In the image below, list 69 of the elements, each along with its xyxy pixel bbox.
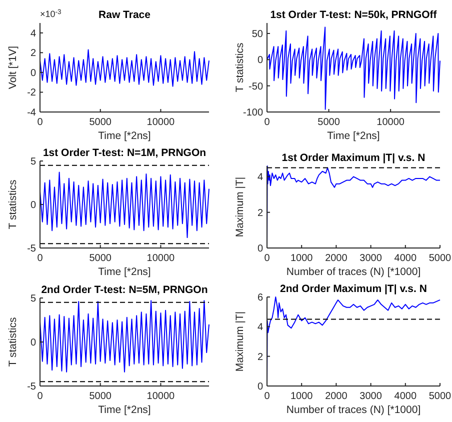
- x-tick-label: 4000: [394, 391, 417, 402]
- x-tick-label: 5000: [318, 117, 340, 128]
- x-axis-title: Number of traces (N) [*1000]: [286, 404, 421, 416]
- y-axis-title: Volt [*1V]: [7, 46, 19, 90]
- x-tick-label: 4000: [394, 253, 417, 264]
- x-tick-label: 10000: [146, 253, 176, 264]
- x-axis-title: Time [*2ns]: [98, 130, 151, 142]
- y-axis-title: T statistics: [7, 180, 19, 230]
- y-tick-label: 50: [252, 28, 264, 40]
- chart-title: Raw Trace: [98, 9, 151, 21]
- x-tick-label: 0: [264, 253, 270, 264]
- x-tick-label: 0: [264, 391, 270, 402]
- x-tick-label: 3000: [360, 253, 382, 264]
- x-axis-title: Number of traces (N) [*1000]: [286, 266, 421, 278]
- y-tick-label: 0: [30, 338, 36, 348]
- y-tick-label: 0: [30, 200, 36, 211]
- chart-title: 2nd Order Maximum |T| v.s. N: [280, 283, 427, 295]
- y-tick-label: -5: [27, 382, 36, 392]
- y-tick-label: -50: [248, 81, 264, 92]
- x-tick-label: 10000: [376, 117, 405, 128]
- x-tick-label: 2000: [325, 253, 348, 264]
- y-tick-label: 0: [257, 55, 264, 66]
- chart-title: 2nd Order T-test: N=5M, PRNGOn: [41, 284, 208, 296]
- y-tick-label: 0: [30, 68, 36, 79]
- x-tick-label: 0: [264, 117, 270, 128]
- x-tick-label: 5000: [89, 391, 112, 402]
- y-tick-label: 5: [30, 156, 36, 168]
- y-tick-label: 0: [257, 382, 264, 392]
- y-tick-label: 4: [257, 172, 264, 184]
- x-tick-label: 1000: [290, 391, 314, 402]
- x-axis-title: Time [*2ns]: [327, 130, 380, 142]
- y-tick-label: 4: [30, 28, 36, 40]
- y-tick-label: 4: [257, 322, 264, 334]
- x-axis-title: Time [*2ns]: [98, 266, 151, 278]
- text: ×10$^{-3}$: [40, 8, 62, 19]
- line-series: [40, 172, 210, 238]
- line-series: [40, 49, 210, 87]
- y-tick-label: -100: [242, 108, 264, 118]
- y-axis-title: T statistics: [234, 42, 246, 92]
- x-axis-title: Time [*2ns]: [98, 404, 151, 416]
- x-tick-label: 0: [37, 117, 44, 128]
- x-tick-label: 10000: [146, 117, 176, 128]
- x-tick-label: 0: [37, 391, 44, 402]
- chart-title: 1st Order Maximum |T| v.s. N: [282, 152, 426, 164]
- y-tick-label: 2: [30, 48, 36, 60]
- y-axis-title: Maximum |T|: [234, 176, 246, 238]
- y-tick-label: 2: [257, 352, 264, 363]
- x-tick-label: 0: [37, 253, 44, 264]
- x-tick-label: 1000: [290, 253, 314, 264]
- line-series: [40, 300, 210, 372]
- y-tick-label: -5: [27, 244, 36, 254]
- y-tick-label: 5: [30, 294, 36, 304]
- y-axis-title: Maximum |T|: [234, 311, 246, 372]
- y-tick-label: -4: [27, 108, 36, 118]
- y-tick-label: 6: [257, 292, 264, 304]
- x-tick-label: 10000: [146, 391, 176, 402]
- y-axis-title: T statistics: [7, 317, 19, 367]
- y-tick-label: 2: [257, 208, 264, 219]
- y-tick-label: 0: [257, 244, 264, 254]
- x-tick-label: 5000: [89, 253, 112, 264]
- x-tick-label: 3000: [360, 391, 382, 402]
- x-tick-label: 5000: [428, 391, 452, 402]
- chart-title: 1st Order T-test: N=1M, PRNGOn: [42, 147, 206, 159]
- line-series: [266, 26, 440, 110]
- x-tick-label: 2000: [325, 391, 348, 402]
- chart-title: 1st Order T-test: N=50k, PRNGOff: [270, 9, 438, 21]
- y-tick-label: -2: [27, 88, 36, 99]
- x-tick-label: 5000: [89, 117, 112, 128]
- x-tick-label: 5000: [428, 253, 452, 264]
